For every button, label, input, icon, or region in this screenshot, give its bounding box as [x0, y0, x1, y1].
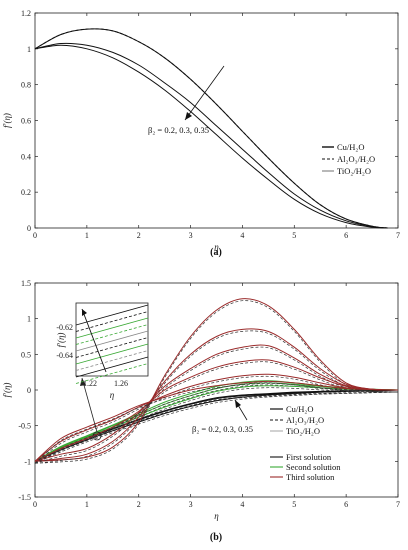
series-dashed-b-7 [34, 300, 399, 464]
inset-arrow-line [81, 308, 107, 373]
legend-entry: Al₂O₃/H₂O [337, 154, 375, 164]
series-line-a-2 [34, 28, 388, 229]
y-tick-label: -1 [24, 457, 31, 466]
inset-line [75, 304, 149, 326]
y-tick-label: 1 [27, 315, 31, 324]
y-tick-label: 0.5 [21, 350, 31, 359]
legend-entry: Al₂O₃/H₂O [286, 415, 324, 425]
inset-line [75, 317, 149, 339]
inset-line [75, 311, 149, 332]
y-tick-label: -0.5 [18, 422, 31, 431]
series-dashed-b-9 [34, 346, 399, 464]
series-line-b-10 [34, 359, 399, 462]
chart-panel-a: 0 1 2 3 4 5 6 7 0 0.2 0.4 0.6 0.8 1 1.2 η f'(η) β₂ = 0.2,… [2, 9, 400, 258]
x-tick-label: 1 [85, 500, 89, 509]
legend-entry: Cu/H₂O [286, 404, 314, 414]
annotation-arrow-line [184, 65, 225, 121]
x-axis-label: η [214, 511, 219, 521]
inset-line [75, 356, 149, 378]
x-tick-label: 6 [344, 231, 348, 240]
x-tick-label: 5 [292, 231, 296, 240]
legend-entry: Second solution [286, 462, 341, 472]
zoom-arrow-head [80, 378, 86, 386]
x-tick-label: 2 [137, 500, 141, 509]
series-line-b-9 [34, 344, 399, 462]
y-tick-label: 0 [27, 224, 31, 233]
x-tick-label: 1 [85, 231, 89, 240]
annotation-text: β₂ = 0.2, 0.3, 0.35 [192, 424, 253, 434]
legend-entry: TiO₂/H₂O [286, 426, 320, 436]
y-axis-label: f'(η) [2, 113, 12, 128]
inset-y-tick-label: -0.62 [56, 323, 73, 332]
series-line-a-3 [34, 44, 388, 229]
inset-y-axis-label: f'(η) [56, 333, 66, 348]
y-tick-label: 0.2 [21, 188, 31, 197]
series-line-b-5 [34, 385, 399, 462]
series-dashed-b-5 [34, 387, 399, 464]
y-tick-label: -1.5 [18, 493, 31, 502]
series-line-a-1 [34, 28, 388, 229]
series-dashed-b-10 [34, 361, 399, 464]
inset-arrow-head [82, 309, 87, 316]
series-line-a-4 [34, 42, 388, 229]
x-tick-label: 7 [396, 231, 400, 240]
annotation-arrow-head [185, 112, 192, 120]
series-line-b-7 [34, 298, 399, 462]
inset-x-axis-label: η [110, 390, 115, 400]
inset-line [75, 324, 149, 345]
x-tick-label: 2 [137, 231, 141, 240]
legend-entry: Third solution [286, 472, 335, 482]
series-dashed-b-11 [34, 375, 399, 464]
y-tick-label: 0.4 [21, 152, 31, 161]
zoom-arrow-line [81, 377, 98, 433]
inset-frame [75, 302, 149, 377]
series-dashed-b-6 [34, 382, 399, 464]
panel-label: (b) [210, 532, 222, 543]
x-tick-label: 7 [396, 500, 400, 509]
x-tick-label: 4 [240, 500, 244, 509]
inset-line [75, 337, 149, 358]
legend-entry: TiO₂/H₂O [337, 166, 371, 176]
x-tick-label: 0 [33, 500, 37, 509]
series-dashed-b-3 [34, 391, 399, 464]
x-tick-label: 5 [292, 500, 296, 509]
inset-line [75, 330, 149, 352]
y-axis-label: f'(η) [2, 383, 12, 398]
y-tick-label: 0.8 [21, 81, 31, 90]
x-tick-label: 6 [344, 500, 348, 509]
y-tick-label: 1.2 [21, 9, 31, 18]
x-tick-label: 3 [189, 231, 193, 240]
y-tick-label: 1.5 [21, 279, 31, 288]
y-tick-label: 0 [27, 386, 31, 395]
legend-entry: Cu/H₂O [337, 142, 365, 152]
inset-line [75, 343, 149, 365]
series-line-b-8 [34, 328, 399, 462]
annotation-text: β₂ = 0.2, 0.3, 0.35 [148, 125, 209, 135]
x-tick-label: 4 [240, 231, 244, 240]
annotation-arrow-head [235, 400, 241, 408]
inset-x-tick-label: 1.26 [114, 379, 128, 388]
inset-y-tick-label: -0.64 [56, 351, 73, 360]
series-dashed-b-12 [34, 383, 399, 464]
legend-entry: First solution [286, 452, 332, 462]
inset-x-tick-label: 1.22 [83, 379, 97, 388]
inset-line [75, 363, 149, 384]
inset-line [75, 350, 149, 371]
chart-panel-b: 0 1 2 3 4 5 6 7-1.5-1-0.500.511.5ηf'(η)-0.62-0.… [2, 279, 400, 543]
y-tick-label: 1 [27, 45, 31, 54]
x-tick-label: 0 [33, 231, 37, 240]
series-dashed-b-8 [34, 330, 399, 464]
series-line-b-11 [34, 373, 399, 462]
series-dashed-b-2 [34, 391, 399, 464]
panel-label: (a) [210, 247, 222, 258]
y-tick-label: 0.6 [21, 117, 31, 126]
x-tick-label: 3 [189, 500, 193, 509]
x-axis-label: η [214, 242, 219, 252]
